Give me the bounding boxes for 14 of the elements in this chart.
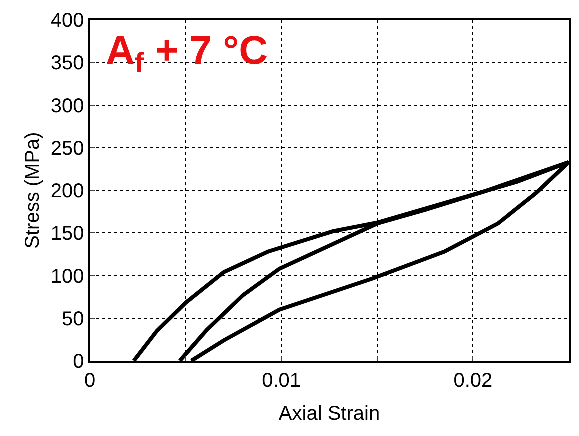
y-tick-label: 300 (50, 95, 84, 118)
y-tick-label: 200 (50, 180, 84, 202)
y-tick-label: 250 (50, 138, 84, 160)
y-tick-label: 0 (73, 351, 84, 373)
x-tick-label: 0.01 (262, 370, 302, 392)
y-tick-label: 100 (50, 266, 84, 288)
y-axis-title: Stress (MPa) (22, 132, 44, 249)
y-tick-label: 400 (50, 10, 84, 32)
y-tick-label: 350 (50, 52, 84, 75)
x-tick-label: 0.02 (454, 370, 493, 392)
y-tick-label: 50 (62, 308, 84, 330)
annotation: A$_{f}$ + 7 °C (106, 29, 268, 78)
y-tick-label: 150 (50, 223, 84, 246)
x-axis-title: Axial Strain (278, 402, 380, 425)
